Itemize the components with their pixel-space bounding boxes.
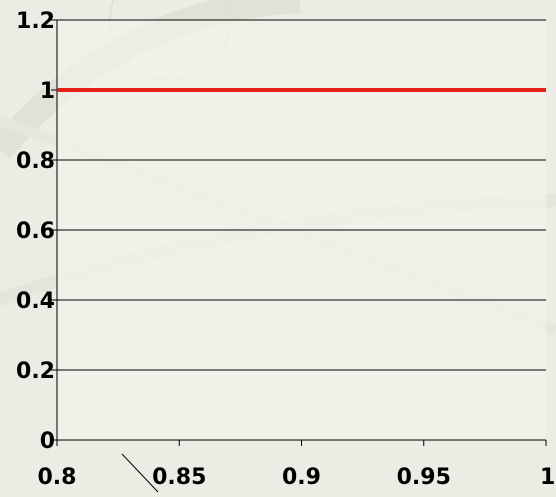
- y-tick-label: 0: [40, 429, 55, 454]
- x-tick-label: 0.85: [152, 465, 206, 490]
- y-tick-label: 1.2: [16, 9, 55, 34]
- x-tick-label: 1: [540, 465, 555, 490]
- y-tick-label: 0.8: [16, 149, 55, 174]
- x-tick-label: 0.8: [38, 465, 77, 490]
- decorative-slash: [121, 453, 159, 493]
- y-tick-label: 0.4: [16, 289, 55, 314]
- y-tick-label: 0.2: [16, 359, 55, 384]
- y-tick-label: 1: [40, 79, 55, 104]
- y-tick-label: 0.6: [16, 219, 55, 244]
- tick-labels: 0 0.2 0.4 0.6 0.8 1 1.2 0.8 0.85 0.9 0.95 1: [16, 9, 555, 490]
- x-tick-label: 0.95: [397, 465, 451, 490]
- tick-marks: [51, 19, 547, 446]
- x-tick-label: 0.9: [282, 465, 321, 490]
